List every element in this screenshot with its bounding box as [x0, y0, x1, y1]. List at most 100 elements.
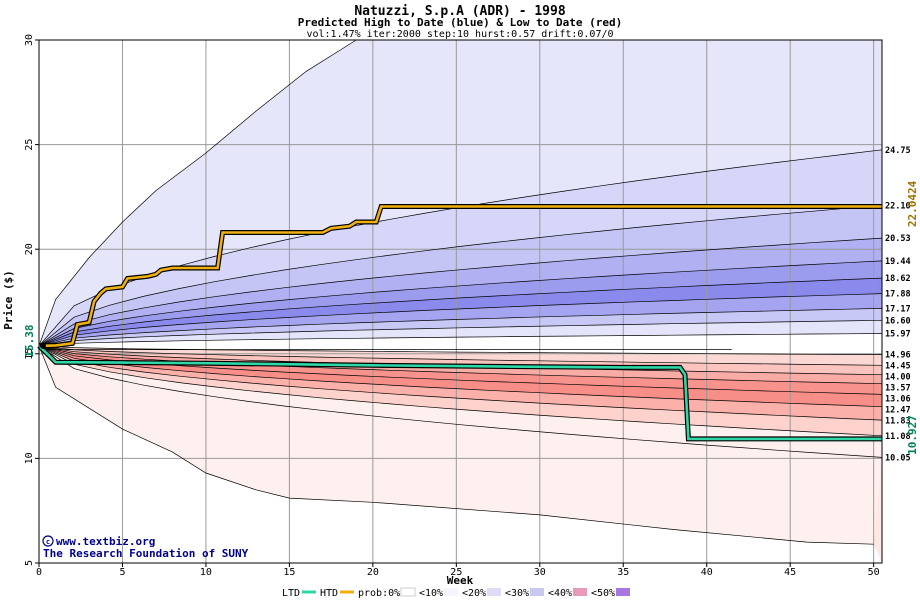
- band-line: [38, 260, 883, 347]
- chart-params: vol:1.47% iter:2000 step:10 hurst:0.57 d…: [306, 29, 613, 40]
- band-value-label: 11.08: [885, 432, 911, 442]
- x-tick-label: 25: [450, 567, 462, 578]
- band-line: [38, 204, 883, 347]
- band-fill-high: [39, 308, 882, 346]
- credit-org: The Research Foundation of SUNY: [43, 547, 249, 560]
- band-value-label: 17.88: [885, 290, 911, 300]
- band-fill-center: [39, 333, 882, 346]
- band-value-label: 11.83: [885, 417, 911, 427]
- legend-label: prob:0%: [358, 588, 400, 599]
- htd-line: [38, 205, 882, 348]
- legend-label: <10%: [419, 588, 443, 599]
- band-value-label: 13.06: [885, 395, 911, 405]
- band-value-label: 16.60: [885, 316, 911, 326]
- legend-label: LTD: [282, 588, 300, 599]
- band-line: [38, 345, 883, 395]
- x-tick-label: 45: [784, 567, 796, 578]
- band-line: [38, 345, 883, 437]
- x-tick-label: 10: [200, 567, 212, 578]
- x-axis-label: Week: [447, 574, 474, 587]
- band-line: [38, 293, 883, 347]
- x-tick-label: 15: [283, 567, 295, 578]
- ltd-final-label: 10.927: [906, 415, 919, 455]
- band-line: [38, 237, 883, 347]
- band-fill-center: [39, 345, 882, 355]
- x-tick-label: 20: [367, 567, 379, 578]
- legend-label: <50%: [591, 588, 615, 599]
- y-tick-label: 20: [24, 243, 35, 255]
- band-fill-low: [39, 345, 882, 366]
- band-value-label: 14.45: [885, 362, 911, 372]
- x-tick-label: 0: [36, 567, 42, 578]
- y-tick-label: 15: [24, 348, 35, 360]
- legend-label: HTD: [320, 588, 338, 599]
- start-marker: [40, 342, 46, 349]
- band-fill-low: [39, 345, 882, 407]
- copyright-glyph: c: [46, 538, 50, 546]
- band-value-label: 24.75: [885, 146, 911, 156]
- band-line: [38, 333, 883, 347]
- band-fill-low: [39, 345, 882, 458]
- band-line: [38, 345, 874, 545]
- y-tick-label: 25: [24, 139, 35, 151]
- band-fill-high: [39, 149, 882, 346]
- x-tick-label: 35: [617, 567, 629, 578]
- x-tick-label: 40: [701, 567, 713, 578]
- x-tick-label: 50: [868, 567, 880, 578]
- band-value-label: 20.53: [885, 234, 911, 244]
- htd-final-label: 22.0424: [906, 180, 919, 227]
- chart-subtitle: Predicted High to Date (blue) & Low to D…: [298, 16, 623, 29]
- band-line: [38, 308, 883, 347]
- band-value-label: 14.00: [885, 373, 911, 383]
- band-value-label: 19.44: [885, 257, 911, 267]
- credits: c www.textbiz.org The Research Foundatio…: [42, 535, 249, 560]
- band-value-label: 22.10: [885, 201, 911, 211]
- band-value-label: 12.47: [885, 406, 911, 416]
- legend: LTD HTD prob:0% <10% <20% <30% <40% <50%: [282, 587, 630, 599]
- band-line: [38, 345, 883, 366]
- band-fill-low: [39, 345, 882, 545]
- probability-bands: [39, 40, 882, 563]
- band-value-label: 17.17: [885, 304, 911, 314]
- legend-swatch: [487, 588, 501, 596]
- band-value-label: 18.62: [885, 274, 911, 284]
- band-line: [38, 319, 883, 347]
- legend-swatch: [616, 588, 630, 596]
- band-line: [38, 345, 883, 408]
- band-fill-low: [39, 345, 882, 421]
- band-fill-low: [39, 345, 882, 395]
- ltd-line: [38, 344, 882, 441]
- band-line: [38, 277, 883, 347]
- band-line: [38, 345, 883, 421]
- band-fill-high: [39, 293, 882, 346]
- legend-swatch: [444, 588, 458, 596]
- band-fill-high: [39, 278, 882, 346]
- legend-swatch: [530, 588, 544, 596]
- band-fill-high: [39, 238, 882, 346]
- credit-url: www.textbiz.org: [56, 535, 155, 548]
- series: [37, 204, 882, 442]
- y-tick-label: 30: [24, 34, 35, 46]
- band-value-label: 13.57: [885, 384, 911, 394]
- band-fill-high: [39, 260, 882, 346]
- legend-label: <30%: [505, 588, 529, 599]
- band-line: [38, 345, 883, 458]
- band-fill-high: [39, 205, 882, 346]
- band-value-label: 14.96: [885, 351, 911, 361]
- plot-frame: [38, 39, 883, 564]
- copyright-icon: [42, 535, 54, 547]
- legend-label: <20%: [462, 588, 486, 599]
- legend-swatch: [400, 587, 416, 597]
- y-tick-label: 10: [24, 452, 35, 464]
- band-value-label: 10.05: [885, 453, 911, 463]
- y-axis-label: Price ($): [2, 270, 15, 330]
- y-tick-label: 5: [24, 560, 35, 566]
- band-value-label: 15.97: [885, 330, 911, 340]
- start-price-label: 15.38: [23, 324, 36, 357]
- band-labels: 24.75 22.10 20.53 19.44 18.62 17.88 17.17 16.60…: [885, 146, 911, 464]
- x-tick-label: 5: [119, 567, 125, 578]
- x-tick-label: 30: [534, 567, 546, 578]
- band-fill-above-envelope: [39, 40, 882, 346]
